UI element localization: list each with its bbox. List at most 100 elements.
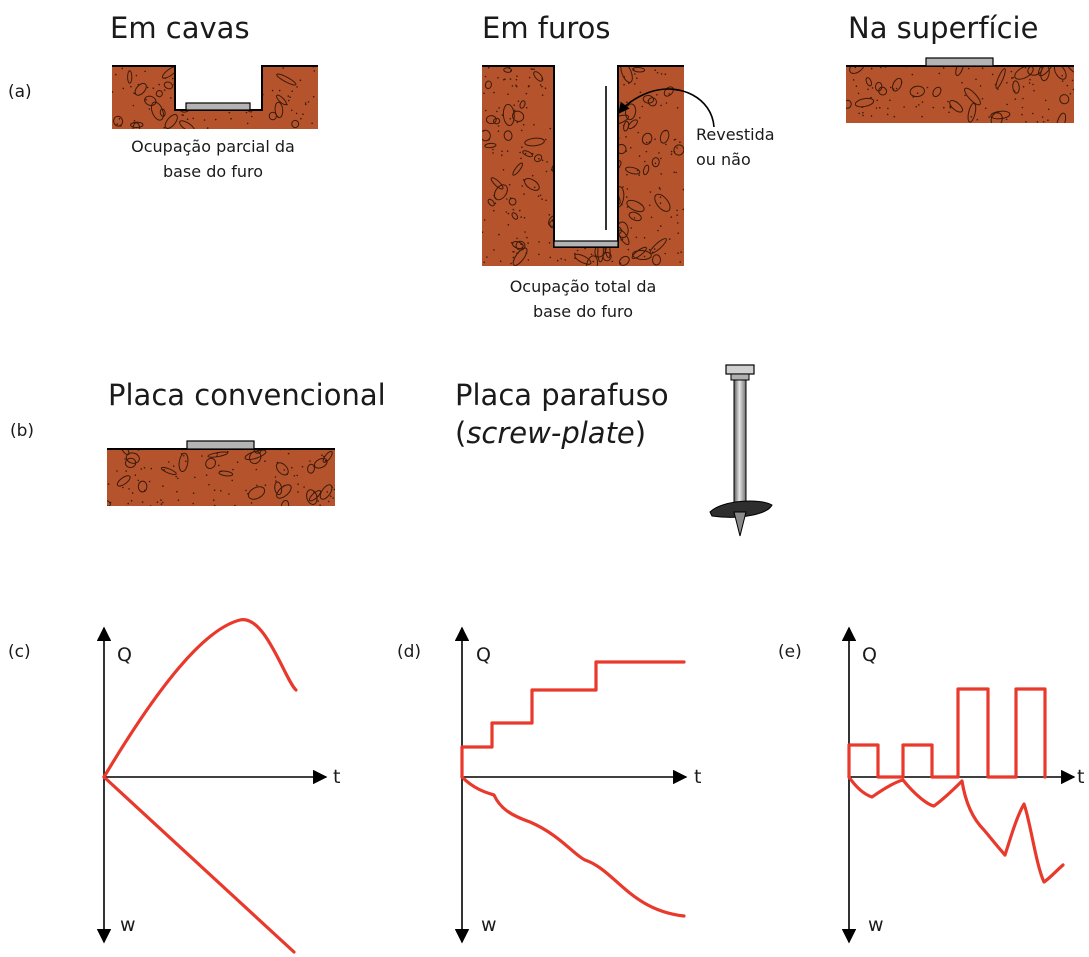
soil-grain (333, 488, 335, 491)
soil-grain (180, 67, 182, 70)
soil-grain (918, 104, 920, 106)
soil-grain (608, 109, 610, 112)
soil-grain (313, 491, 315, 493)
soil-grain (1010, 70, 1013, 73)
caption-furos-line2: base do furo (533, 302, 633, 321)
soil-grain (505, 211, 508, 213)
panel-label-b: (b) (10, 421, 34, 441)
soil-grain (568, 218, 571, 221)
soil-grain (626, 206, 629, 208)
soil-grain (237, 93, 239, 95)
soil-grain (657, 229, 659, 232)
soil-grain (498, 107, 500, 109)
soil-grain (283, 485, 285, 487)
soil-pebble (144, 95, 157, 106)
soil-grain (660, 73, 663, 75)
soil-grain (677, 232, 679, 234)
soil-grain (201, 90, 203, 93)
soil-grain (912, 96, 914, 98)
soil-grain (531, 174, 534, 177)
soil-grain (254, 95, 256, 97)
soil-grain (178, 96, 181, 98)
soil-pebble (179, 120, 196, 129)
placa-convencional-diagram: Placa convencional (107, 378, 386, 506)
soil-grain (496, 110, 498, 113)
soil-grain (482, 130, 485, 132)
soil-grain (271, 89, 274, 92)
soil-grain (202, 76, 204, 79)
soil-grain (559, 107, 561, 110)
soil-grain (949, 107, 952, 109)
soil-pebble (955, 66, 964, 77)
soil-grain (876, 99, 878, 102)
soil-grain (574, 257, 576, 260)
soil-grain (331, 486, 333, 489)
soil-grain (276, 461, 279, 464)
soil-grain (1001, 117, 1003, 120)
soil-pebble (524, 177, 540, 191)
placa-parafuso-title: Placa parafuso (screw-plate) (455, 378, 669, 450)
soil-grain (895, 87, 898, 90)
soil-grain (611, 139, 614, 142)
soil-grain (282, 67, 285, 69)
soil-pebble (247, 486, 266, 500)
soil-grain (228, 493, 230, 495)
soil-grain (296, 474, 299, 477)
soil-grain (192, 492, 195, 495)
soil-pebble (127, 70, 133, 84)
soil-grain (181, 73, 183, 76)
soil-grain (250, 502, 253, 504)
soil-grain (545, 170, 548, 173)
soil-grain (286, 103, 288, 106)
soil-grain (658, 152, 660, 154)
soil-grain (626, 188, 629, 190)
soil-grain (857, 92, 860, 95)
plate-convencional (186, 440, 255, 450)
soil-grain (942, 67, 945, 69)
soil-grain (650, 216, 653, 219)
soil-grain (570, 187, 572, 190)
soil-grain (228, 111, 231, 114)
soil-grain (580, 165, 583, 168)
soil-grain (508, 66, 511, 69)
soil-grain (512, 208, 515, 211)
soil-grain (1005, 118, 1008, 121)
soil-grain (611, 260, 614, 263)
soil-grain (128, 488, 130, 490)
graph-c: (c) Q t w (8, 618, 340, 954)
soil-pebble (512, 110, 525, 122)
soil-grain (676, 214, 678, 216)
soil-grain (664, 73, 667, 75)
soil-grain (1047, 119, 1049, 121)
soil-grain (676, 147, 678, 149)
soil-pebble (990, 110, 1011, 120)
soil-grain (870, 96, 872, 99)
caption-cavas-line2: base do furo (163, 162, 263, 181)
soil-grain (501, 150, 503, 153)
soil-pebble (276, 73, 297, 86)
soil-grain (645, 150, 648, 153)
soil-grain (296, 86, 298, 88)
soil-grain (327, 500, 330, 503)
soil-grain (311, 122, 313, 125)
soil-grain (498, 233, 500, 236)
soil-pebble (113, 115, 124, 127)
soil-grain (163, 89, 166, 91)
soil-grain (679, 261, 681, 263)
soil-grain (541, 85, 543, 88)
soil-grain (862, 111, 864, 114)
soil-pebble (503, 130, 513, 141)
em-furos-diagram: Em furos Revestida ou não Ocupação total… (482, 11, 775, 321)
callout-ou-nao: ou não (696, 150, 751, 169)
soil-grain (1021, 106, 1024, 109)
soil-grain (515, 84, 517, 87)
soil-pebble (632, 66, 646, 73)
soil-pebble (515, 240, 526, 251)
soil-grain (572, 178, 575, 181)
soil-grain (584, 247, 586, 250)
soil-grain (1041, 116, 1044, 118)
soil-grain (622, 186, 624, 188)
soil-grain (665, 143, 667, 146)
soil-grain (943, 106, 945, 109)
soil-grain (158, 83, 160, 86)
